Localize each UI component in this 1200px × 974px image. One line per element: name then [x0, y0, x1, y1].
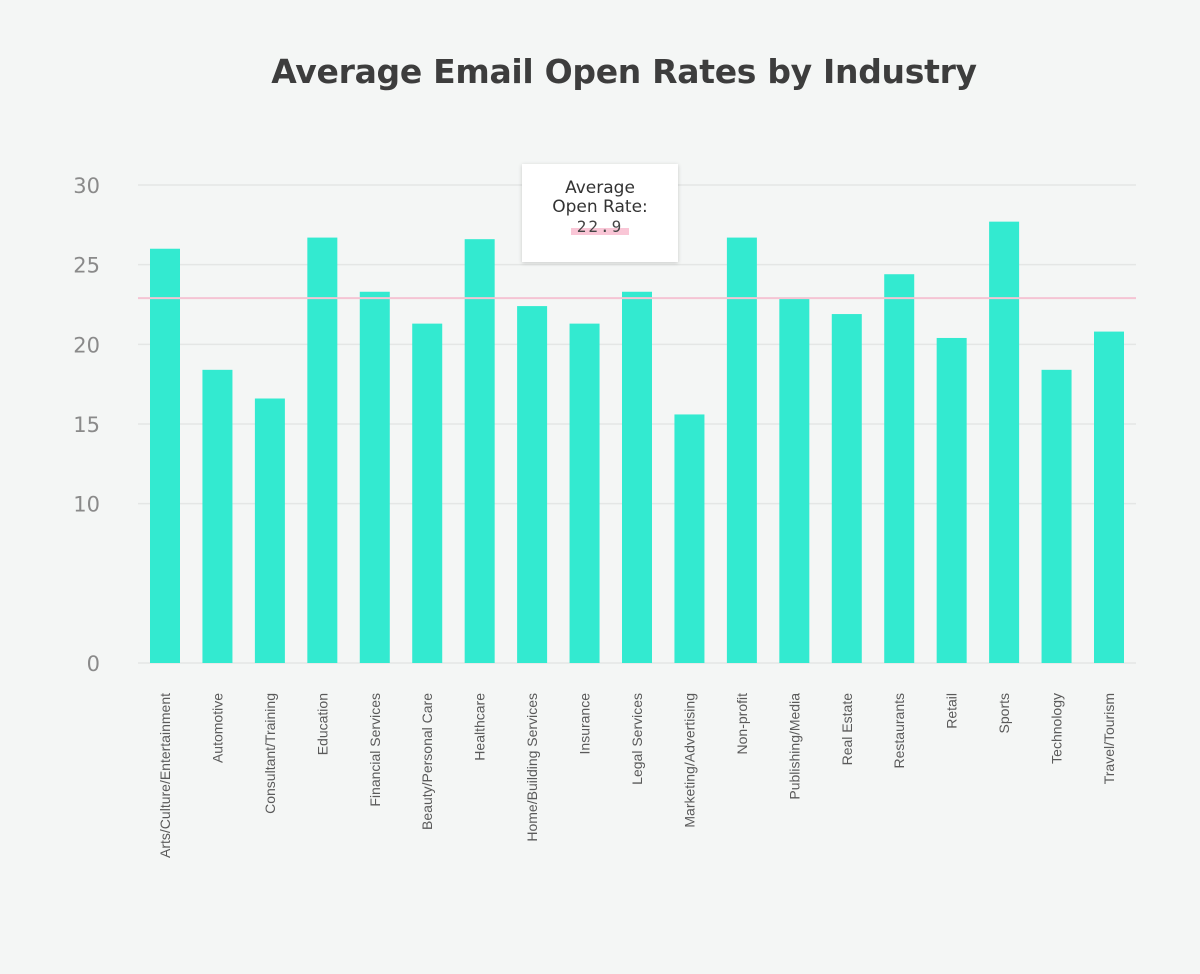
bar-consultant-training	[254, 398, 285, 663]
bar-healthcare	[464, 239, 495, 663]
y-tick-label-30: 30	[73, 174, 100, 198]
bar-arts-culture-entertainment	[150, 248, 180, 663]
x-tick-label-retail: Retail	[944, 693, 960, 729]
bar-real-estate	[831, 314, 862, 663]
y-tick-label-20: 20	[73, 333, 100, 357]
bar-education	[307, 237, 338, 663]
x-tick-label-sports: Sports	[996, 693, 1012, 733]
average-callout: Average Open Rate: 22.9	[522, 164, 678, 262]
x-tick-label-restaurants: Restaurants	[891, 693, 907, 768]
bar-restaurants	[884, 274, 915, 663]
x-tick-label-education: Education	[314, 693, 330, 755]
x-tick-label-automotive: Automotive	[209, 693, 225, 763]
bar-marketing-advertising	[674, 414, 705, 663]
bar-beauty-personal-care	[412, 323, 443, 663]
x-tick-label-travel-tourism: Travel/Tourism	[1101, 693, 1117, 784]
x-tick-label-consultant-training: Consultant/Training	[262, 693, 278, 814]
bar-financial-services	[359, 291, 390, 663]
average-callout-value: 22.9	[570, 219, 630, 235]
x-axis-ticks: Arts/Culture/Entertainment Automotive Cons…	[157, 693, 1117, 858]
y-tick-label-25: 25	[73, 254, 100, 278]
x-tick-label-healthcare: Healthcare	[472, 693, 488, 761]
bar-automotive	[202, 369, 233, 663]
x-tick-label-legal-services: Legal Services	[629, 693, 645, 785]
x-tick-label-beauty-personal-care: Beauty/Personal Care	[419, 693, 435, 830]
bar-non-profit	[726, 237, 757, 663]
bar-home-building-services	[517, 306, 548, 663]
bar-publishing-media	[779, 298, 810, 663]
x-tick-label-technology: Technology	[1049, 693, 1065, 764]
bar-travel-tourism	[1094, 331, 1124, 663]
chart-title: Average Email Open Rates by Industry	[271, 52, 977, 91]
x-tick-label-non-profit: Non-profit	[734, 693, 750, 755]
x-tick-label-real-estate: Real Estate	[839, 693, 855, 766]
x-tick-label-publishing-media: Publishing/Media	[786, 693, 802, 800]
average-callout-label-2: Open Rate:	[552, 197, 648, 217]
average-callout-label-1: Average	[565, 178, 635, 198]
y-axis-ticks: 0 10 15 20 25 30	[73, 174, 100, 676]
y-tick-label-10: 10	[73, 493, 100, 517]
bar-insurance	[569, 323, 600, 663]
y-tick-label-15: 15	[73, 413, 100, 437]
bars	[150, 221, 1124, 663]
y-tick-label-0: 0	[87, 652, 100, 676]
x-tick-label-arts-culture-entertainment: Arts/Culture/Entertainment	[157, 693, 173, 858]
bar-retail	[936, 337, 967, 663]
bar-technology	[1041, 369, 1072, 663]
x-tick-label-insurance: Insurance	[577, 693, 593, 755]
x-tick-label-financial-services: Financial Services	[367, 693, 383, 807]
x-tick-label-home-building-services: Home/Building Services	[524, 693, 540, 842]
bar-sports	[989, 221, 1020, 663]
x-tick-label-marketing-advertising: Marketing/Advertising	[681, 693, 697, 828]
bar-legal-services	[622, 291, 652, 663]
